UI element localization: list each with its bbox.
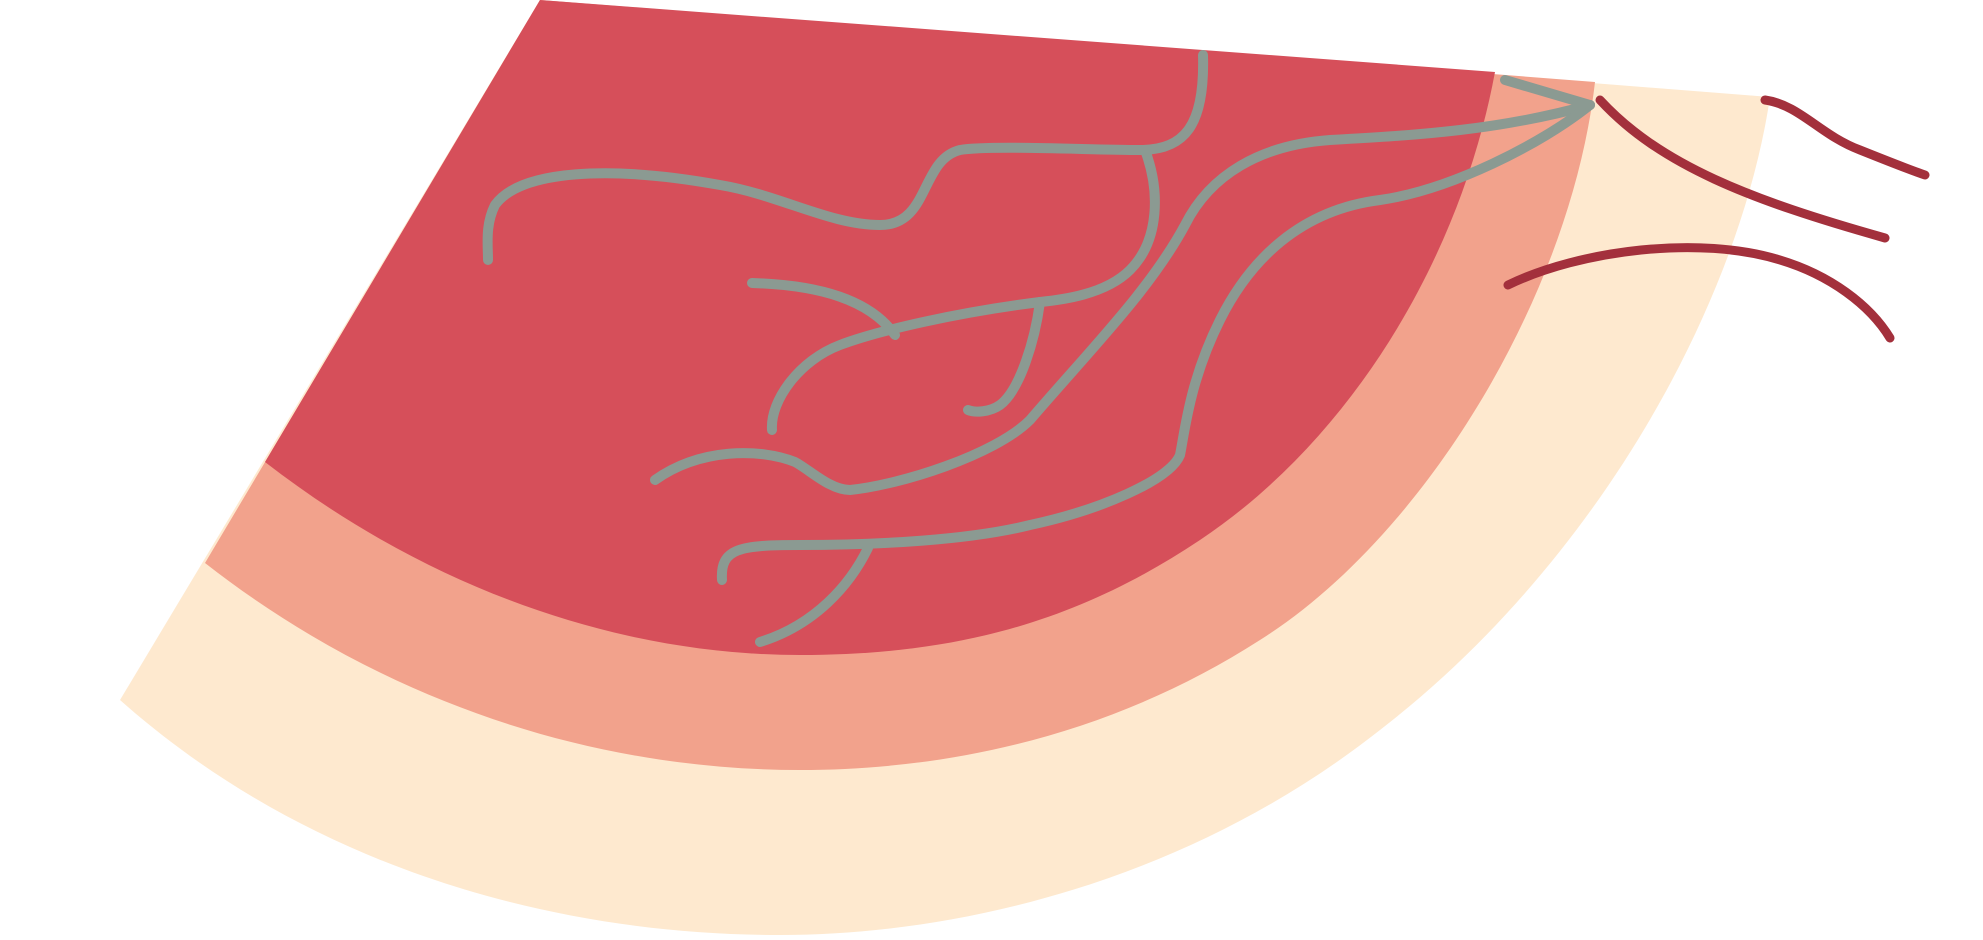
vessel-bottom-branch <box>755 543 873 647</box>
fiber-lower <box>1503 243 1895 343</box>
vessel-lower-trunk <box>716 100 1595 585</box>
vessel-tip <box>1500 75 1595 110</box>
fiber-middle <box>1595 95 1890 243</box>
vessel-small-loop <box>747 278 1045 417</box>
fiber-upper <box>1760 95 1930 180</box>
fiber-group <box>1503 95 1930 343</box>
vessel-main-trunk <box>650 100 1595 495</box>
vessel-middle-branch <box>766 297 1045 435</box>
vessel-network <box>482 50 1595 647</box>
vessel-descending-branch <box>1035 145 1160 307</box>
